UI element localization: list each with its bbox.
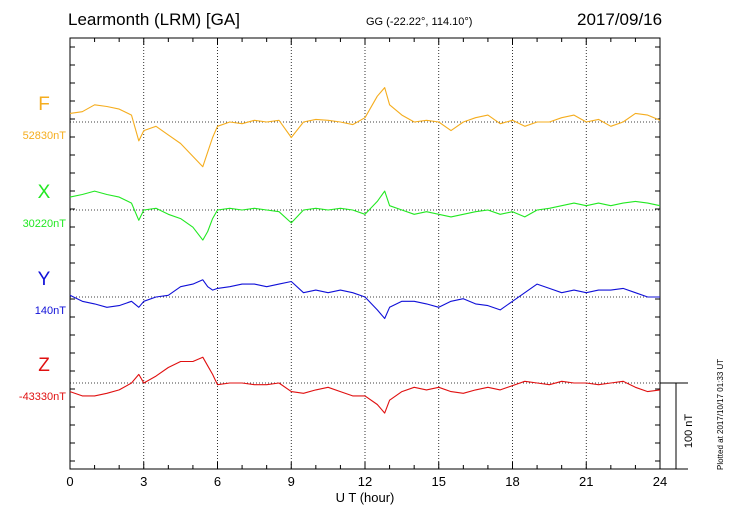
baseline-value-x: 30220nT	[23, 218, 67, 230]
x-tick-label: 6	[214, 474, 221, 489]
x-tick-label: 18	[505, 474, 519, 489]
series-label-f: F	[38, 94, 50, 115]
series-line-z	[69, 356, 661, 414]
series-line-f	[69, 87, 661, 168]
baseline-value-f: 52830nT	[23, 130, 67, 142]
scale-bar-label: 100 nT	[683, 414, 695, 449]
series-line-x	[69, 190, 661, 241]
x-tick-label: 21	[579, 474, 593, 489]
baseline-value-z: -43330nT	[19, 391, 66, 403]
x-tick-label: 3	[140, 474, 147, 489]
baseline-value-y: 140nT	[35, 305, 66, 317]
station-title: Learmonth (LRM) [GA]	[68, 10, 240, 29]
x-tick-label: 15	[432, 474, 446, 489]
date-label: 2017/09/16	[577, 10, 663, 29]
coordinates-label: GG (-22.22°, 114.10°)	[366, 16, 473, 28]
x-axis-label: U T (hour)	[336, 490, 395, 505]
x-tick-label: 0	[66, 474, 73, 489]
x-tick-label: 24	[653, 474, 667, 489]
x-tick-label: 12	[358, 474, 372, 489]
series-label-x: X	[38, 182, 51, 203]
x-tick-label: 9	[288, 474, 295, 489]
series-label-z: Z	[38, 355, 50, 376]
series-line-y	[69, 279, 660, 320]
series-label-y: Y	[38, 269, 51, 290]
